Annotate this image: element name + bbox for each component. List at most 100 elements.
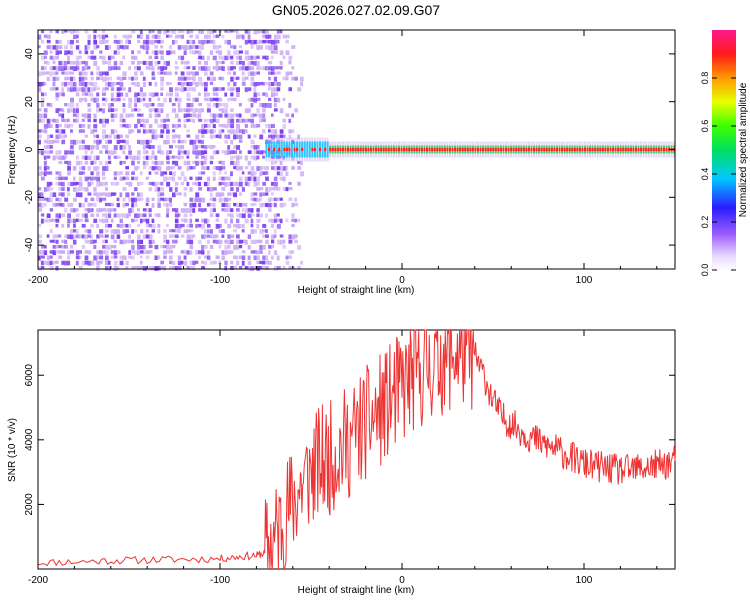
noise-cell xyxy=(145,160,149,166)
noise-cell xyxy=(67,39,71,45)
noise-cell xyxy=(180,60,184,65)
noise-cell xyxy=(244,181,249,186)
noise-cell xyxy=(201,234,206,239)
noise-cell xyxy=(104,118,109,124)
noise-cell xyxy=(99,208,103,213)
noise-cell xyxy=(201,145,205,149)
noise-cell xyxy=(72,81,77,87)
noise-cell xyxy=(256,145,260,150)
noise-cell xyxy=(186,60,190,65)
noise-cell xyxy=(72,66,78,72)
noise-cell xyxy=(250,39,254,45)
noise-cell xyxy=(262,266,266,270)
noise-cell xyxy=(142,213,147,218)
noise-cell xyxy=(113,134,117,140)
noise-cell xyxy=(180,223,185,228)
noise-cell xyxy=(84,229,88,233)
noise-cell xyxy=(40,197,44,201)
noise-cell xyxy=(58,187,62,191)
noise-cell xyxy=(137,118,141,124)
noise-cell xyxy=(113,181,118,186)
noise-cell xyxy=(238,66,243,71)
noise-cell xyxy=(93,155,97,161)
noise-cell xyxy=(265,176,269,181)
noise-cell xyxy=(244,239,248,245)
noise-cell xyxy=(52,260,56,265)
noise-cell xyxy=(93,244,97,249)
noise-cell xyxy=(81,118,85,122)
noise-cell xyxy=(84,60,89,66)
noise-cell xyxy=(238,239,243,244)
noise-cell xyxy=(198,150,202,156)
noise-cell xyxy=(148,113,152,119)
noise-cell xyxy=(203,60,209,66)
noise-cell xyxy=(81,145,85,150)
tone-cell xyxy=(464,147,467,152)
noise-cell xyxy=(227,50,231,56)
noise-cell xyxy=(99,218,103,223)
noise-cell xyxy=(160,39,165,44)
noise-cell xyxy=(110,103,114,107)
noise-cell xyxy=(90,97,94,102)
noise-cell xyxy=(113,50,117,55)
noise-cell xyxy=(148,55,153,60)
noise-cell xyxy=(192,39,196,45)
noise-cell xyxy=(198,171,202,175)
noise-cell xyxy=(49,187,54,191)
noise-cell xyxy=(288,134,292,140)
noise-cell xyxy=(177,150,181,156)
noise-cell xyxy=(122,197,126,202)
noise-cell xyxy=(55,29,59,34)
noise-cell xyxy=(139,266,144,270)
noise-cell xyxy=(262,113,266,119)
noise-cell xyxy=(163,197,167,202)
noise-cell xyxy=(145,218,150,224)
noise-cell xyxy=(227,181,231,187)
noise-cell xyxy=(212,166,217,170)
noise-cell xyxy=(61,202,65,207)
noise-cell xyxy=(55,55,60,60)
noise-cell xyxy=(116,250,121,255)
noise-cell xyxy=(134,66,139,70)
noise-cell xyxy=(119,213,124,218)
noise-cell xyxy=(113,34,117,39)
noise-cell xyxy=(244,218,249,224)
noise-cell xyxy=(154,181,158,187)
noise-cell xyxy=(122,103,126,108)
noise-cell xyxy=(145,176,149,180)
noise-cell xyxy=(78,97,83,103)
noise-cell xyxy=(55,266,59,271)
noise-cell xyxy=(75,192,80,197)
tone-cell xyxy=(352,147,355,152)
noise-cell xyxy=(104,45,110,50)
noise-cell xyxy=(148,108,153,113)
noise-cell xyxy=(250,113,255,118)
tone-cell xyxy=(367,147,370,152)
noise-cell xyxy=(125,134,130,139)
noise-cell xyxy=(151,155,155,159)
noise-cell xyxy=(128,155,131,159)
noise-cell xyxy=(84,87,89,92)
noise-cell xyxy=(40,92,45,97)
noise-cell xyxy=(169,197,173,203)
tone-cell xyxy=(285,147,288,152)
tone-cell xyxy=(278,147,281,152)
noise-cell xyxy=(270,181,274,186)
noise-cell xyxy=(163,171,168,175)
noise-cell xyxy=(262,223,267,228)
noise-cell xyxy=(90,260,95,266)
noise-cell xyxy=(99,260,103,264)
noise-cell xyxy=(134,213,137,218)
noise-cell xyxy=(169,71,172,76)
noise-cell xyxy=(180,150,184,154)
noise-cell xyxy=(177,166,182,170)
noise-cell xyxy=(93,192,98,196)
tone-cell xyxy=(446,147,449,152)
noise-cell xyxy=(145,103,149,108)
noise-cell xyxy=(224,139,229,144)
noise-cell xyxy=(273,197,278,202)
noise-cell xyxy=(110,92,114,98)
noise-cell xyxy=(64,208,68,213)
noise-cell xyxy=(270,87,275,93)
noise-cell xyxy=(169,155,173,159)
